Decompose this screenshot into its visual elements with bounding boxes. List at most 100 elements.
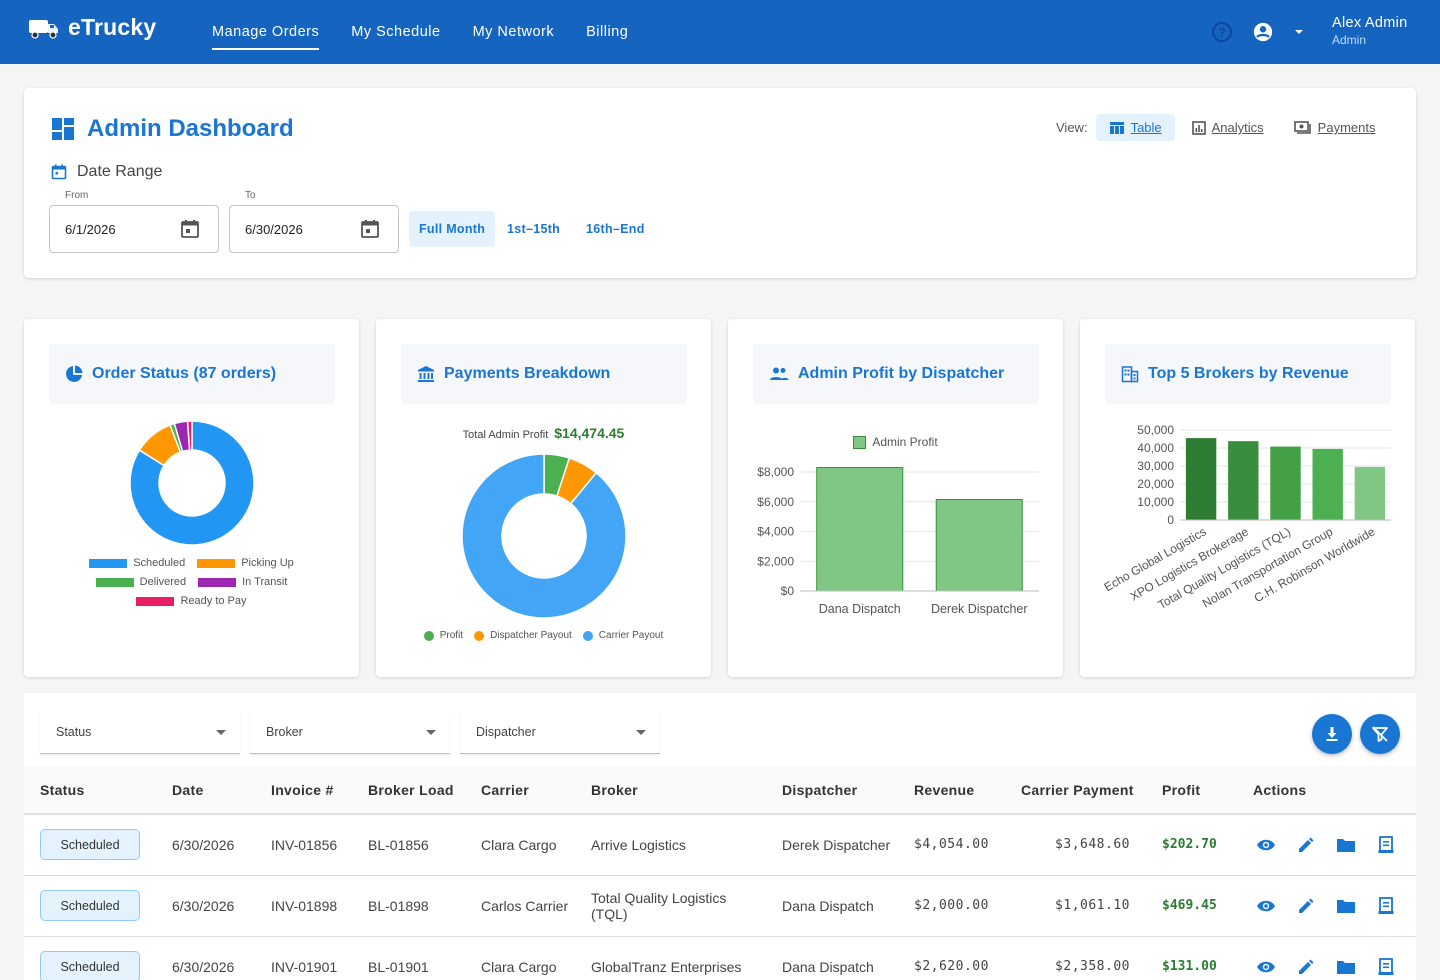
chevron-down-icon[interactable]	[1292, 25, 1306, 39]
bar-dana-dispatch[interactable]	[816, 467, 904, 592]
column-header[interactable]: Carrier	[465, 766, 575, 815]
view-label: View:	[1056, 120, 1088, 135]
status-badge[interactable]: Scheduled	[40, 829, 140, 861]
legend-item-scheduled[interactable]: Scheduled	[89, 557, 185, 569]
slice-scheduled[interactable]	[129, 420, 255, 546]
table-header-row: Status Date Invoice # Broker Load Carrie…	[24, 766, 1416, 815]
legend-item-profit[interactable]: Profit	[423, 630, 463, 641]
view-table-label: Table	[1130, 120, 1162, 135]
first-half-button[interactable]: 1st–15th	[507, 222, 561, 236]
revenue-cell: $2,000.00	[898, 875, 1005, 937]
app-logo[interactable]: eTrucky	[28, 14, 156, 41]
view-icon[interactable]	[1255, 895, 1277, 917]
column-header[interactable]: Profit	[1146, 766, 1237, 815]
nav-my-schedule[interactable]: My Schedule	[351, 24, 441, 40]
folder-icon[interactable]	[1335, 834, 1357, 856]
legend-swatch-admin-profit	[853, 435, 867, 449]
carrier-cell: Carlos Carrier	[465, 875, 575, 937]
table-row[interactable]: Scheduled 6/30/2026 INV-01901 BL-01901 C…	[24, 936, 1416, 980]
slice-carrier-payout[interactable]	[461, 453, 627, 619]
bar-total-quality-logistics-tql[interactable]	[1270, 446, 1301, 520]
column-header[interactable]: Broker Load	[352, 766, 465, 815]
dispatcher-filter-select[interactable]: Dispatcher	[460, 711, 660, 754]
invoice-icon[interactable]	[1375, 956, 1397, 978]
column-header[interactable]: Dispatcher	[766, 766, 898, 815]
payments-breakdown-card: Payments Breakdown Total Admin Profit $1…	[376, 319, 711, 677]
legend-item-admin-profit[interactable]: Admin Profit	[872, 435, 938, 449]
revenue-cell: $4,054.00	[898, 814, 1005, 876]
export-button[interactable]	[1312, 714, 1352, 754]
view-analytics-button[interactable]: Analytics	[1179, 114, 1277, 141]
account-circle-icon[interactable]	[1252, 21, 1274, 43]
view-table-button[interactable]: Table	[1095, 114, 1175, 141]
status-badge[interactable]: Scheduled	[40, 890, 140, 921]
legend-item-in-transit[interactable]: In Transit	[198, 576, 287, 588]
payments-title: Payments Breakdown	[444, 365, 611, 382]
from-date-field[interactable]: 6/1/2026	[49, 205, 219, 253]
legend-item-ready-to-pay[interactable]: Ready to Pay	[136, 595, 247, 607]
bank-icon	[418, 366, 434, 382]
column-header[interactable]: Broker	[575, 766, 766, 815]
nav-my-network[interactable]: My Network	[472, 24, 555, 40]
folder-icon[interactable]	[1335, 956, 1357, 978]
legend-item-picking-up[interactable]: Picking Up	[197, 557, 294, 569]
dispatcher-filter-label: Dispatcher	[476, 725, 536, 739]
user-menu[interactable]: Alex Admin Admin	[1332, 15, 1408, 47]
full-month-button[interactable]: Full Month	[409, 211, 496, 247]
column-header: Actions	[1237, 766, 1416, 815]
calendar-picker-icon[interactable]	[360, 219, 380, 239]
bar-derek-dispatcher[interactable]	[935, 499, 1023, 592]
dropdown-arrow-icon	[636, 729, 646, 735]
view-icon[interactable]	[1255, 834, 1277, 856]
column-header[interactable]: Carrier Payment	[1005, 766, 1146, 815]
dispatcher-cell: Dana Dispatch	[766, 875, 898, 937]
row-actions	[1253, 834, 1416, 856]
payments-donut-chart	[461, 453, 627, 619]
bar-xpo-logistics-brokerage[interactable]	[1228, 441, 1259, 520]
legend-item-carrier-payout[interactable]: Carrier Payout	[582, 630, 663, 641]
edit-icon[interactable]	[1295, 834, 1317, 856]
table-row[interactable]: Scheduled 6/30/2026 INV-01856 BL-01856 C…	[24, 814, 1416, 876]
bar-c-h-robinson-worldwide[interactable]	[1354, 466, 1386, 520]
bar-nolan-transportation-group[interactable]	[1312, 448, 1343, 520]
view-payments-button[interactable]: Payments	[1281, 114, 1389, 141]
invoice-icon[interactable]	[1375, 895, 1397, 917]
dispatcher-profit-header: Admin Profit by Dispatcher	[753, 344, 1039, 404]
dashboard-header-card: Admin Dashboard View: Table Analytics	[24, 88, 1416, 278]
invoice-icon[interactable]	[1375, 834, 1397, 856]
main-nav: Manage Orders My Schedule My Network Bil…	[196, 0, 644, 64]
dispatcher-legend: Admin Profit	[728, 435, 1063, 449]
legend-item-delivered[interactable]: Delivered	[95, 576, 186, 588]
view-switch: View: Table Analytics	[1056, 114, 1392, 141]
y-tick-label: 20,000	[1137, 477, 1174, 491]
date-cell: 6/30/2026	[156, 875, 255, 937]
svg-text:?: ?	[1218, 26, 1225, 40]
legend-item-dispatcher-payout[interactable]: Dispatcher Payout	[474, 630, 572, 641]
slice-ready-to-pay[interactable]	[186, 420, 193, 451]
invoice-cell: INV-01856	[255, 814, 352, 876]
bar-echo-global-logistics[interactable]	[1185, 438, 1217, 520]
edit-icon[interactable]	[1295, 895, 1317, 917]
column-header[interactable]: Invoice #	[255, 766, 352, 815]
table-row[interactable]: Scheduled 6/30/2026 INV-01898 BL-01898 C…	[24, 875, 1416, 937]
status-filter-select[interactable]: Status	[40, 711, 240, 754]
status-badge[interactable]: Scheduled	[40, 951, 140, 980]
calendar-picker-icon[interactable]	[180, 219, 200, 239]
folder-icon[interactable]	[1335, 895, 1357, 917]
view-icon[interactable]	[1255, 956, 1277, 978]
column-header[interactable]: Revenue	[898, 766, 1005, 815]
broker-load-cell: BL-01856	[352, 814, 465, 876]
edit-icon[interactable]	[1295, 956, 1317, 978]
to-date-field[interactable]: 6/30/2026	[229, 205, 399, 253]
column-header[interactable]: Date	[156, 766, 255, 815]
broker-filter-select[interactable]: Broker	[250, 711, 450, 754]
nav-billing[interactable]: Billing	[586, 24, 629, 40]
help-icon[interactable]: ?	[1210, 20, 1234, 44]
second-half-button[interactable]: 16th–End	[586, 222, 645, 236]
dispatcher-profit-card: Admin Profit by Dispatcher Admin Profit …	[728, 319, 1063, 677]
clear-filters-button[interactable]	[1360, 714, 1400, 754]
column-header[interactable]: Status	[24, 766, 156, 815]
nav-manage-orders[interactable]: Manage Orders	[196, 0, 335, 64]
order-status-card: Order Status (87 orders) Scheduled Picki…	[24, 319, 359, 677]
